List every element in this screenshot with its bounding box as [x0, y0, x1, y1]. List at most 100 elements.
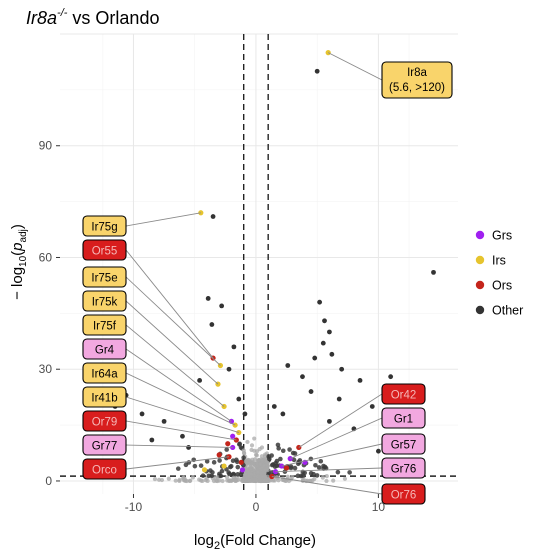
- nonsignificant-point: [184, 478, 189, 484]
- nonsignificant-point: [258, 467, 263, 472]
- other-gene-point: [234, 459, 240, 465]
- gene-label-box: [82, 434, 127, 456]
- gene-label-box: [381, 61, 453, 99]
- nonsignificant-point: [224, 475, 230, 480]
- x-title-suffix: (Fold Change): [220, 532, 316, 549]
- x-title-prefix: log: [194, 532, 214, 549]
- gene-label-text: Orco: [92, 465, 117, 477]
- leader-line: [271, 476, 383, 495]
- other-gene-point: [313, 462, 318, 468]
- gene-label-text: Or42: [391, 390, 417, 402]
- other-gene-point: [275, 442, 281, 448]
- legend-marker-irs: [475, 255, 485, 265]
- legend-label-ors: Ors: [492, 279, 512, 293]
- legend-label-grs: Grs: [492, 229, 512, 243]
- nonsignificant-point: [260, 464, 265, 469]
- gene-label-text: Or55: [92, 246, 118, 258]
- legend-marker-grs: [475, 230, 485, 240]
- gene-label-box: [82, 386, 127, 408]
- other-gene-point: [322, 318, 327, 324]
- other-gene-point: [197, 377, 203, 383]
- nonsignificant-point: [250, 457, 255, 462]
- leader-line: [125, 444, 233, 448]
- title-rest: vs Orlando: [67, 8, 159, 28]
- gene-label-text: Ir75e: [91, 273, 117, 285]
- other-gene-point: [180, 433, 185, 439]
- x-tick-label: 0: [253, 500, 260, 514]
- other-gene-point: [205, 296, 211, 301]
- nonsignificant-point: [259, 454, 265, 459]
- y-axis-title: − log10(padj): [9, 224, 29, 300]
- y-tick-label: 90: [39, 139, 53, 153]
- gene-label-text: Gr77: [92, 441, 118, 453]
- other-gene-point: [230, 458, 236, 464]
- other-gene-point: [288, 464, 294, 469]
- nonsignificant-point: [166, 476, 171, 481]
- other-gene-point: [376, 448, 381, 454]
- other-gene-point: [242, 411, 248, 417]
- y-tick-label: 60: [39, 250, 53, 264]
- gene-label-box: [82, 458, 127, 480]
- nonsignificant-point: [249, 443, 255, 448]
- nonsignificant-point: [247, 474, 252, 480]
- other-gene-point: [388, 374, 394, 380]
- other-gene-point: [226, 366, 232, 372]
- nonsignificant-point: [252, 436, 257, 441]
- leader-line: [327, 52, 383, 81]
- other-gene-point: [357, 377, 363, 383]
- other-gene-point: [271, 404, 277, 409]
- nonsignificant-point: [253, 477, 258, 482]
- other-gene-point: [224, 447, 229, 452]
- leader-line: [125, 420, 237, 441]
- legend-label-irs: Irs: [492, 254, 506, 268]
- nonsignificant-point: [215, 478, 220, 484]
- gene-label-text: Gr4: [95, 345, 115, 357]
- nonsignificant-point: [265, 462, 270, 468]
- gene-label-box: [82, 362, 127, 384]
- leader-line: [125, 372, 236, 426]
- leader-line: [281, 443, 383, 467]
- other-gene-point: [316, 465, 322, 470]
- gene-label-box: [381, 383, 426, 405]
- other-gene-point: [285, 363, 291, 368]
- legend-marker-other: [475, 305, 485, 315]
- other-gene-point: [226, 470, 231, 475]
- nonsignificant-point: [324, 478, 329, 484]
- other-gene-point: [200, 473, 206, 478]
- legend-marker-ors: [475, 280, 485, 290]
- other-gene-point: [300, 374, 305, 380]
- other-gene-point: [292, 465, 298, 471]
- y-title-p: p: [9, 242, 26, 251]
- nonsignificant-point: [258, 461, 263, 466]
- nonsignificant-point: [252, 472, 257, 477]
- other-gene-point: [236, 396, 242, 402]
- leader-line: [298, 393, 383, 448]
- title-superscript: -/-: [57, 7, 68, 19]
- gene-label-text: Gr57: [391, 440, 417, 452]
- points-layer: [88, 50, 436, 484]
- other-gene-point: [347, 470, 352, 475]
- nonsignificant-point: [257, 447, 262, 452]
- other-gene-point: [267, 456, 272, 462]
- other-gene-point: [321, 463, 326, 469]
- other-gene-point: [431, 269, 436, 275]
- nonsignificant-point: [320, 475, 325, 480]
- nonsignificant-point: [203, 478, 208, 483]
- chart-title: Ir8a-/- vs Orlando: [26, 7, 159, 28]
- y-title-sub10: 10: [18, 255, 29, 267]
- gene-label-text: (5.6, >120): [389, 82, 445, 94]
- other-gene-point: [276, 446, 281, 451]
- other-gene-point: [369, 404, 375, 409]
- gene-label-text: Or79: [92, 417, 118, 429]
- gene-label-text: Gr1: [394, 414, 413, 426]
- other-gene-point: [318, 458, 324, 464]
- y-tick-label: 30: [39, 362, 53, 376]
- leader-line: [125, 324, 225, 407]
- gene-label-box: [82, 239, 127, 261]
- other-gene-point: [320, 340, 326, 346]
- other-gene-point: [280, 411, 286, 417]
- axes: -10 0 10 0 30 60 90: [39, 139, 386, 514]
- other-gene-point: [228, 463, 234, 469]
- gene-label-box: [82, 290, 127, 312]
- nonsignificant-point: [256, 475, 262, 481]
